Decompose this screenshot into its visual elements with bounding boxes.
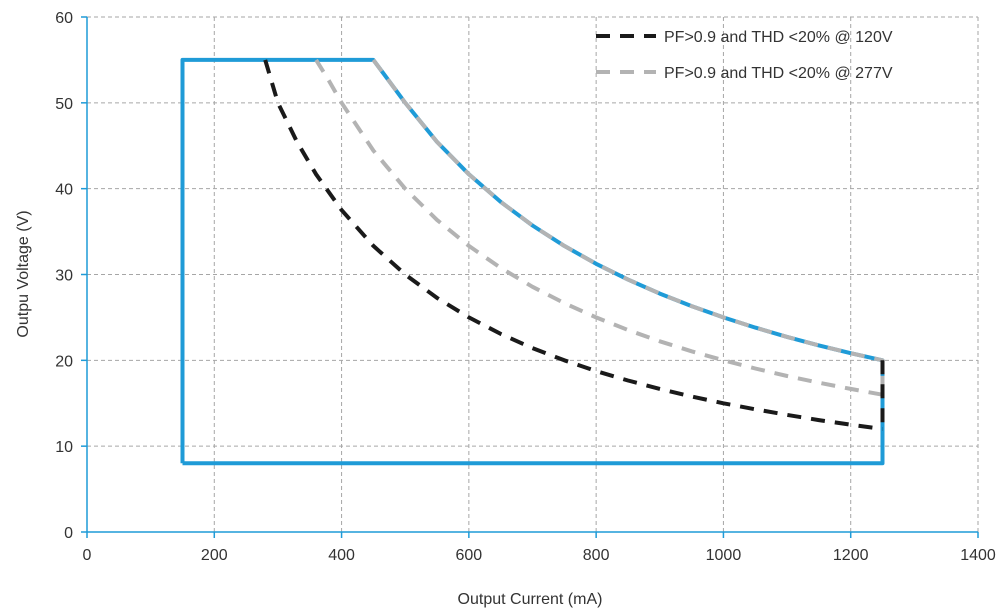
series-layer: [180, 57, 885, 466]
legend-label: PF>0.9 and THD <20% @ 120V: [664, 29, 893, 46]
y-tick-label: 40: [55, 182, 73, 199]
x-tick-label: 200: [201, 547, 228, 564]
x-tick-label: 0: [83, 547, 92, 564]
x-tick-label: 400: [328, 547, 355, 564]
series-line-3: [314, 58, 883, 397]
x-tick-label: 1000: [706, 547, 742, 564]
x-tick-label: 600: [456, 547, 483, 564]
tick-labels: 0 200 400 600 800 1000 1200 1400 0 10 20 30 40 50 60: [55, 10, 996, 564]
y-tick-label: 10: [55, 439, 73, 456]
y-tick-label: 30: [55, 268, 73, 285]
y-tick-label: 20: [55, 353, 73, 370]
x-axis-title: Output Current (mA): [458, 591, 603, 608]
x-tick-label: 1400: [960, 547, 996, 564]
y-tick-label: 60: [55, 10, 73, 27]
legend: PF>0.9 and THD <20% @ 120V PF>0.9 and THD…: [596, 29, 893, 82]
y-tick-label: 50: [55, 96, 73, 113]
legend-label: PF>0.9 and THD <20% @ 277V: [664, 65, 893, 82]
y-axis-title: Outpu Voltage (V): [15, 210, 32, 337]
x-tick-label: 800: [583, 547, 610, 564]
x-tick-label: 1200: [833, 547, 869, 564]
gridlines: [87, 16, 979, 532]
axes: [81, 16, 979, 538]
series-line-2: [263, 59, 883, 431]
y-tick-label: 0: [64, 525, 73, 542]
